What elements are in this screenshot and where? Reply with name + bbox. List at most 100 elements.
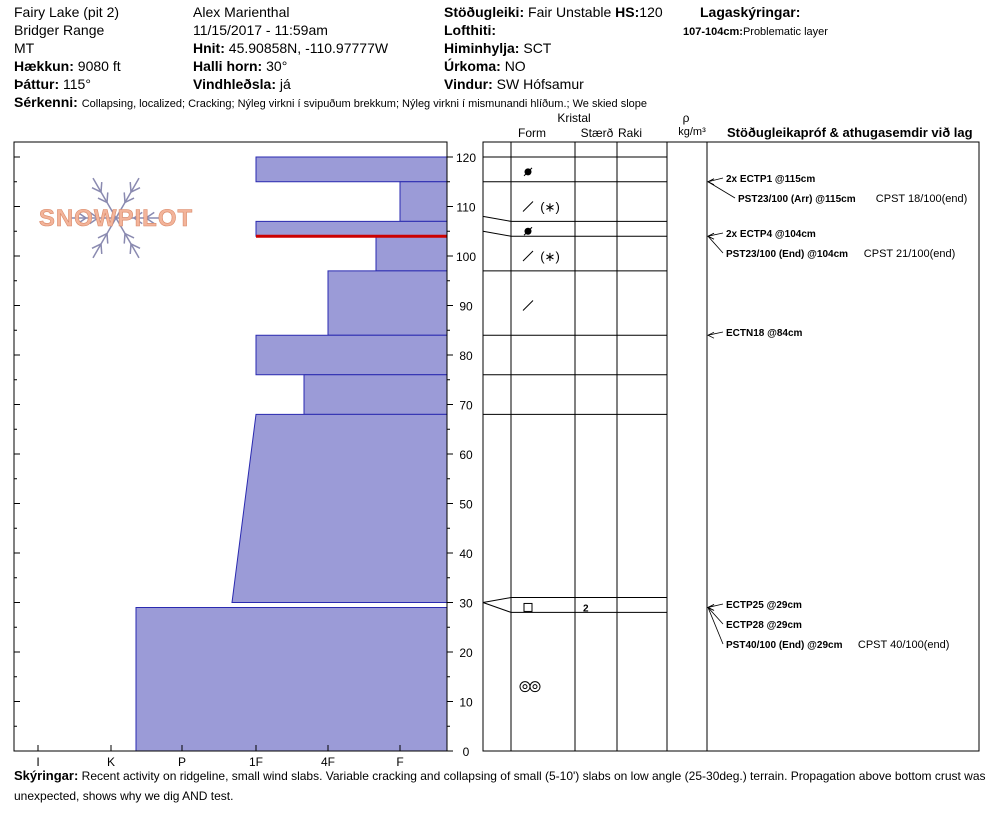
svg-text:(∗): (∗) — [540, 200, 560, 215]
layer-connector — [482, 602, 512, 613]
test-label: ECTN18 @84cm — [726, 328, 803, 339]
test-label: PST23/100 (End) @104cm — [726, 249, 848, 260]
layer-connector — [482, 230, 512, 237]
test-label: ECTP25 @29cm — [726, 600, 802, 611]
hardness-frame — [13, 141, 448, 752]
y-tick-label: 40 — [459, 547, 473, 561]
svg-text:(∗): (∗) — [540, 249, 560, 264]
hardness-layer — [375, 235, 448, 272]
x-tick-label: I — [36, 755, 39, 769]
layer-connector — [482, 597, 512, 603]
test-label: 2x ECTP1 @115cm — [726, 174, 815, 185]
arrow-head-icon — [707, 178, 715, 186]
datetime: 11/15/2017 - 11:59am — [193, 22, 328, 38]
y-tick-label: 10 — [459, 696, 473, 710]
test-arrow — [707, 181, 736, 199]
test-arrow — [707, 331, 724, 336]
crystal-size: 2 — [583, 603, 589, 614]
y-tick-label: 20 — [459, 646, 473, 660]
density-symbol: ρ — [683, 111, 690, 125]
y-tick-label: 50 — [459, 498, 473, 512]
stability-tests: 2x ECTP1 @115cm PST23/100 (Arr) @115cm CPS… — [707, 174, 968, 651]
hardness-layer — [231, 413, 448, 603]
hardness-axis: I K P 1F 4F F — [36, 745, 404, 769]
mountain-range: Bridger Range — [14, 22, 105, 38]
test-arrow — [707, 232, 724, 237]
arrow-head-icon — [707, 331, 715, 339]
test-arrow — [707, 607, 724, 625]
arrow-head-icon — [707, 604, 715, 611]
elevation: Hækkun: 9080 ft — [14, 58, 121, 74]
precipitation: Úrkoma: NO — [444, 58, 526, 74]
form-header: Form — [518, 126, 546, 140]
state: MT — [14, 40, 35, 56]
test-arrow — [707, 235, 724, 254]
test-arrow — [707, 177, 724, 183]
hardness-layer — [255, 334, 448, 376]
decomposing-fragment-icon — [522, 300, 534, 311]
hardness-layer — [327, 270, 448, 336]
layer-table-frame — [482, 141, 980, 752]
y-tick-label: 120 — [456, 151, 476, 165]
hardness-layer — [399, 181, 448, 222]
density-unit: kg/m³ — [678, 126, 706, 138]
y-tick-label: 80 — [459, 349, 473, 363]
faceted-crystal-icon — [523, 602, 533, 612]
test-arrow — [707, 603, 724, 608]
hardness-layer — [255, 220, 448, 237]
hardness-layer — [135, 606, 448, 752]
x-tick-label: 4F — [321, 755, 335, 769]
y-tick-label: 60 — [459, 448, 473, 462]
depth-axis: 0 10 20 30 40 50 60 70 80 90 100 110 120 — [14, 151, 476, 759]
test-arrow — [707, 607, 724, 645]
decomposing-precip-icon: (∗) — [522, 200, 560, 215]
crystal-column: (∗) (∗) 2 — [519, 167, 589, 693]
svg-text:SNOWPILOT: SNOWPILOT — [39, 205, 193, 232]
hardness-layer — [255, 156, 448, 183]
layer-note: 107-104cm:Problematic layer — [683, 26, 828, 38]
hardness-layer — [303, 374, 448, 415]
test-extra: CPST 21/100(end) — [864, 248, 956, 260]
melt-form-icon — [519, 681, 541, 693]
layer-connector — [482, 215, 512, 222]
y-tick-label: 110 — [456, 201, 475, 215]
stability: Stöðugleiki: Fair Unstable HS:120 — [444, 4, 663, 20]
test-label: PST40/100 (End) @29cm — [726, 640, 843, 651]
arrow-head-icon — [707, 232, 715, 240]
rounded-grain-icon — [523, 167, 533, 177]
size-header: Stærð — [581, 126, 614, 140]
coordinates: Hnit: 45.90858N, -110.97777W — [193, 40, 389, 56]
x-tick-label: F — [396, 755, 403, 769]
features: Sérkenni: Collapsing, localized; Crackin… — [14, 94, 647, 110]
layer-notes-label: Lagaskýringar: — [700, 4, 801, 20]
test-label: PST23/100 (Arr) @115cm — [738, 194, 856, 205]
hardness-profile — [135, 156, 448, 752]
crystal-header: Kristal — [557, 111, 590, 125]
y-tick-label: 0 — [463, 745, 470, 759]
sky-cover: Himinhylja: SCT — [444, 40, 552, 56]
snowpilot-logo: SNOWPILOT — [39, 177, 193, 259]
x-tick-label: 1F — [249, 755, 263, 769]
y-tick-label: 70 — [459, 399, 473, 413]
y-tick-label: 100 — [456, 250, 476, 264]
test-label: 2x ECTP4 @104cm — [726, 229, 816, 240]
wind-loading: Vindhleðsla: já — [193, 76, 291, 92]
location: Fairy Lake (pit 2) — [14, 4, 120, 20]
wind: Vindur: SW Hófsamur — [444, 76, 584, 92]
air-temp: Lofthiti: — [444, 22, 497, 38]
aspect: Þáttur: 115° — [14, 76, 91, 92]
x-tick-label: K — [107, 755, 115, 769]
moisture-header: Raki — [618, 126, 642, 140]
slope-angle: Halli horn: 30° — [193, 58, 288, 74]
y-tick-label: 90 — [459, 300, 473, 314]
rounded-grain-icon — [523, 226, 533, 236]
observer: Alex Marienthal — [193, 4, 290, 20]
decomposing-precip-icon: (∗) — [522, 249, 560, 264]
comments: Skýringar: Recent activity on ridgeline,… — [14, 768, 986, 803]
test-label: ECTP28 @29cm — [726, 620, 802, 631]
x-tick-label: P — [178, 755, 186, 769]
y-tick-label: 30 — [459, 597, 473, 611]
test-extra: CPST 18/100(end) — [876, 193, 968, 205]
test-extra: CPST 40/100(end) — [858, 639, 950, 651]
